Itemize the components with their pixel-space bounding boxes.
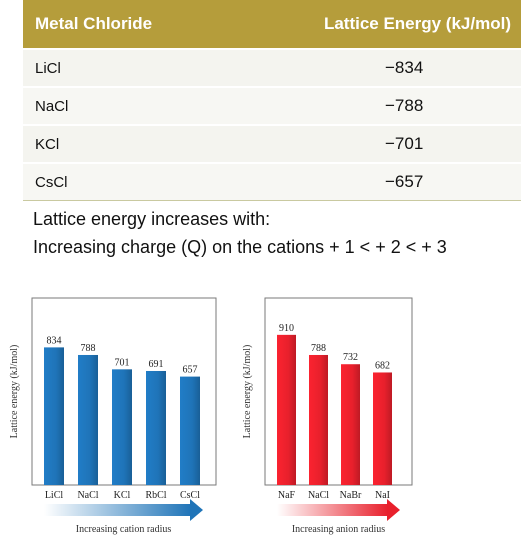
- y-axis-label: Lattice energy (kJ/mol): [242, 345, 253, 439]
- bar: [180, 376, 200, 485]
- x-axis-label: Increasing anion radius: [292, 524, 385, 535]
- text-line-1: Lattice energy increases with:: [33, 209, 271, 229]
- bar: [277, 334, 296, 485]
- arrow-head: [387, 499, 400, 521]
- data-label: 788: [81, 343, 96, 354]
- cell-compound: CsCl: [35, 173, 68, 191]
- cell-compound: LiCl: [35, 59, 61, 77]
- table-row: KCl −701: [23, 124, 521, 162]
- x-axis-label: Increasing cation radius: [76, 524, 172, 535]
- cell-energy: −834: [385, 58, 424, 77]
- data-label: 834: [47, 335, 62, 346]
- category-label: NaBr: [340, 490, 362, 501]
- table-row: CsCl −657: [23, 162, 521, 200]
- header-lattice-energy: Lattice Energy (kJ/mol): [323, 14, 511, 33]
- table-header: Metal Chloride Lattice Energy (kJ/mol): [23, 0, 521, 48]
- data-label: 788: [311, 343, 326, 354]
- text-line-2: Increasing charge (Q) on the cations + 1…: [33, 237, 447, 257]
- cell-compound: KCl: [35, 135, 60, 153]
- category-label: NaF: [278, 490, 296, 501]
- increasing-radius-arrow: [44, 504, 191, 516]
- bar: [78, 354, 98, 485]
- anion-radius-chart: Lattice energy (kJ/mol) 910 NaF 788 NaCl 732 N…: [242, 297, 413, 535]
- data-label: 701: [115, 357, 130, 368]
- bar: [112, 369, 132, 485]
- cell-energy: −657: [385, 172, 424, 191]
- increasing-radius-arrow: [277, 504, 388, 516]
- table-row: NaCl −788: [23, 86, 521, 124]
- bar: [309, 354, 328, 485]
- category-label: KCl: [114, 490, 131, 501]
- bar: [373, 372, 392, 485]
- category-label: NaCl: [77, 490, 98, 501]
- header-metal-chloride: Metal Chloride: [35, 14, 153, 33]
- bar: [341, 364, 360, 485]
- data-label: 682: [375, 360, 390, 371]
- cell-energy: −701: [385, 134, 424, 153]
- table-row: LiCl −834: [23, 48, 521, 86]
- cell-compound: NaCl: [35, 97, 69, 115]
- cell-energy: −788: [385, 96, 424, 115]
- y-axis-label: Lattice energy (kJ/mol): [9, 345, 20, 439]
- bar: [44, 347, 64, 485]
- arrow-head: [190, 499, 203, 521]
- category-label: LiCl: [45, 490, 64, 501]
- cation-radius-chart: Lattice energy (kJ/mol) 834 LiCl 788 NaCl 701…: [9, 297, 217, 535]
- data-label: 657: [183, 365, 198, 376]
- category-label: NaI: [375, 490, 390, 501]
- lattice-energy-table: Metal Chloride Lattice Energy (kJ/mol) L…: [23, 0, 521, 201]
- data-label: 910: [279, 323, 294, 334]
- category-label: CsCl: [180, 490, 200, 501]
- bar: [146, 370, 166, 485]
- data-label: 732: [343, 352, 358, 363]
- category-label: RbCl: [145, 490, 166, 501]
- data-label: 691: [149, 359, 164, 370]
- category-label: NaCl: [308, 490, 329, 501]
